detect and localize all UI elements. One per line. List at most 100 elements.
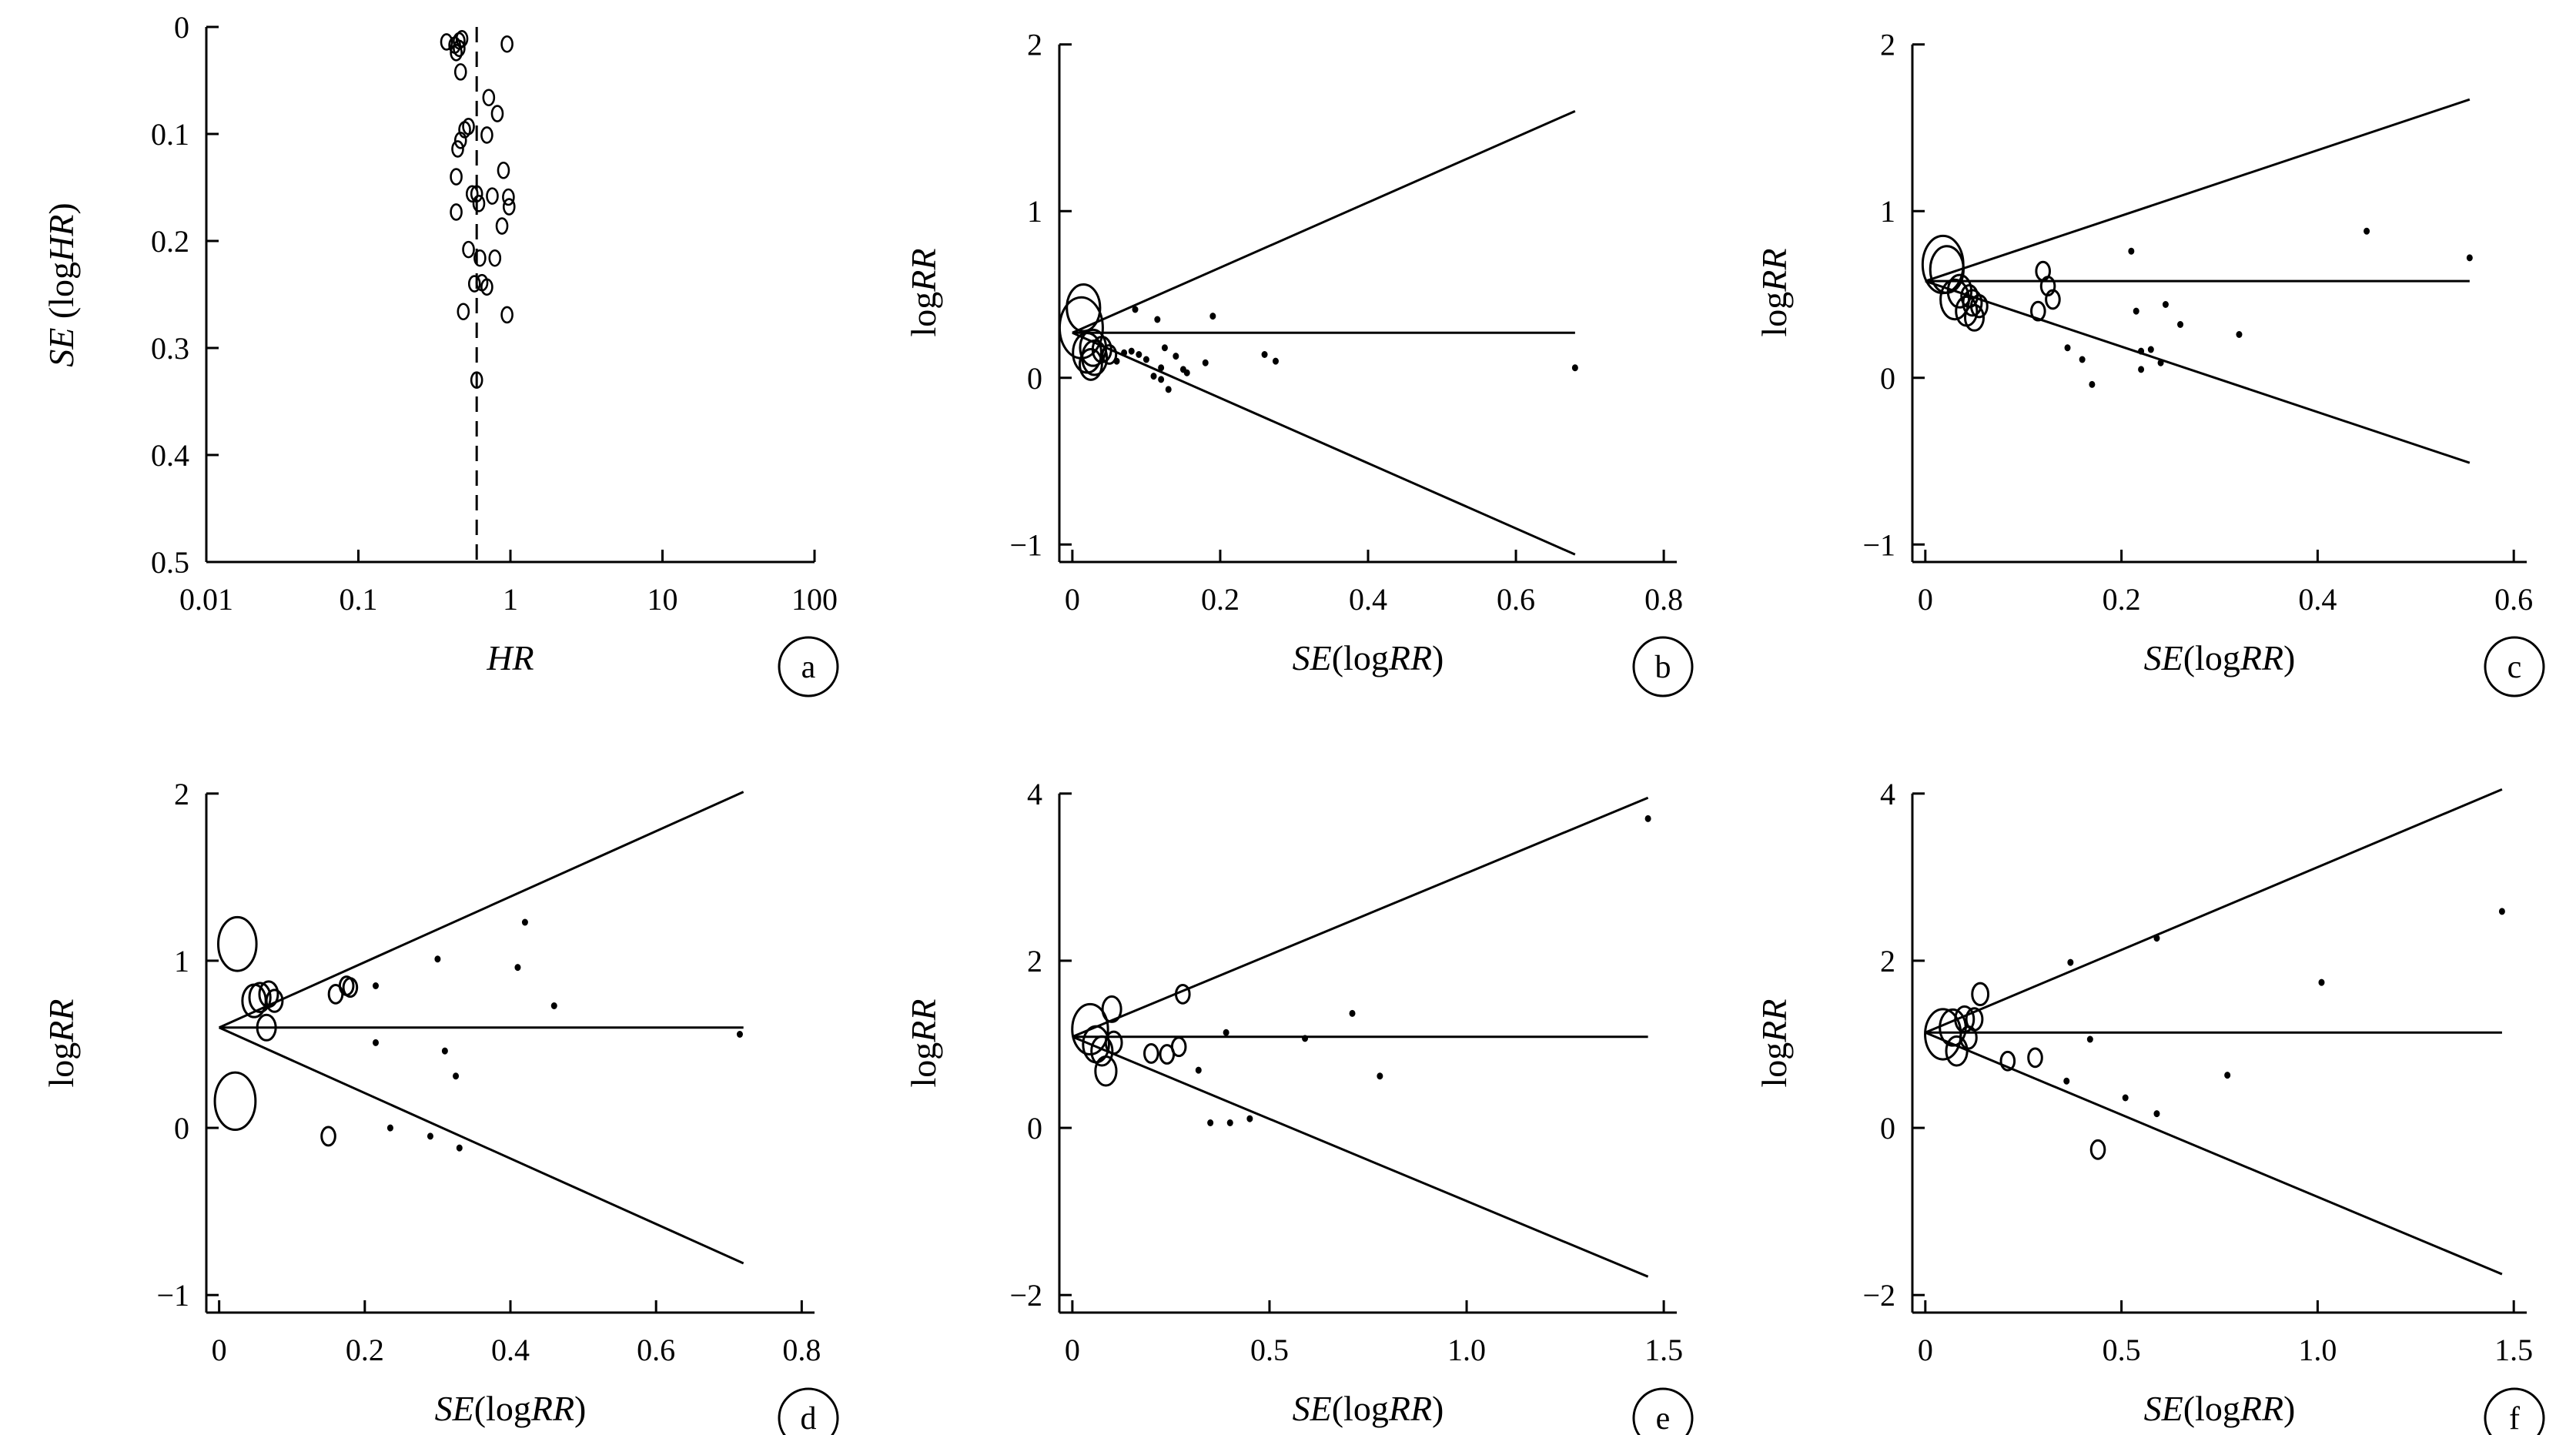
y-tick-label: 1 [1880,194,1895,229]
study-point [450,44,463,62]
study-point [1945,1035,1969,1067]
panel-badge [2484,636,2545,697]
x-tick-label: 0 [1918,582,1933,617]
panel-a: 0.01 0.1 1 10 100 0 0.1 0.2 0.3 0.4 0.5 HR SE (logHR… [42,10,839,697]
y-tick-label: −1 [1009,527,1042,562]
study-point [2138,366,2145,373]
y-tick-label: 0 [174,1111,189,1146]
study-point [486,187,499,205]
study-point [1999,1050,2016,1072]
study-point [480,278,493,296]
study-point [1121,349,1128,356]
study-point [2153,935,2160,942]
study-point [320,1126,336,1147]
study-point [473,249,487,267]
y-tick-label: 0 [1880,361,1895,396]
panel-badge [778,636,839,697]
y-tick-label: 2 [1880,944,1895,978]
x-tick-label: 0.6 [1497,582,1535,617]
x-tick-label: 0.2 [1201,582,1239,617]
x-tick-label: 0 [1065,1333,1080,1367]
study-point [2079,356,2086,363]
panel-badge [1632,636,1694,697]
y-tick-label: 2 [1880,28,1895,62]
study-point [455,29,469,48]
study-point [2045,289,2061,310]
study-point [1158,364,1165,372]
panel-b: 0 0.2 0.4 0.6 0.8 −1 0 1 2 SE(logRR) logRR b [904,28,1694,697]
study-point [488,249,502,267]
panel-letter: e [1656,1401,1671,1435]
study-point [1183,369,1190,376]
study-point [1272,357,1279,365]
study-point [1165,386,1172,393]
panel-badge [778,1387,839,1435]
study-point [500,35,514,53]
study-point [2027,1047,2043,1069]
study-point [450,203,463,221]
study-point [451,140,464,158]
study-point [472,195,486,212]
study-point [502,198,516,216]
x-tick-label: 0.8 [1644,582,1683,617]
study-point [2122,1094,2129,1102]
study-point [490,105,504,122]
study-point [1161,344,1168,352]
funnel-lower-limit [1925,1031,2503,1276]
study-point [470,185,483,203]
study-point [386,1124,393,1132]
y-tick-label: 4 [1027,777,1042,811]
study-point [1150,373,1157,380]
y-tick-label: 1 [1027,194,1042,229]
x-tick-label: 100 [791,582,838,617]
study-point [482,89,496,107]
study-point [1154,316,1161,323]
panel-letter: f [2509,1401,2520,1435]
y-tick-label: 0 [1880,1111,1895,1146]
study-point [1377,1072,1383,1080]
study-point [1195,1066,1202,1074]
y-tick-label: −2 [1862,1278,1895,1313]
x-axis-label: SE(logRR) [1293,1389,1444,1428]
study-point [2157,359,2164,366]
x-axis-label: SE(logRR) [2144,1389,2296,1428]
study-point [453,1072,460,1080]
study-point [256,1013,277,1042]
study-point [2224,1072,2231,1079]
study-point [1960,283,1979,309]
study-point [2089,1139,2106,1160]
x-tick-label: 0.2 [2103,582,2141,617]
study-point [500,306,514,324]
study-point [1113,357,1120,365]
panel-badge [2484,1387,2545,1435]
panel-d: 0 0.2 0.4 0.6 0.8 −1 0 1 2 SE(logRR) logRR d [42,777,839,1435]
study-point [1349,1009,1356,1017]
x-tick-label: 0 [1065,582,1080,617]
study-point [440,33,453,51]
y-tick-label: 0.4 [151,438,189,473]
study-point [441,1047,448,1055]
x-tick-label: 0.6 [637,1333,675,1367]
study-point [1158,376,1165,383]
y-axis-label: logRR [1755,249,1794,337]
x-tick-label: 0.8 [782,1333,821,1367]
panel-f: 0 0.5 1.0 1.5 −2 0 2 4 SE(logRR) logRR f [1755,777,2545,1435]
study-point [467,275,481,293]
panel-c: 0 0.2 0.4 0.6 −1 0 1 2 SE(logRR) logRR c [1755,28,2545,697]
y-tick-label: 2 [174,777,189,811]
study-point [1091,335,1112,363]
panel-letter: b [1655,650,1671,685]
study-point [1143,1043,1159,1064]
x-axis-label: SE(logRR) [1293,638,1444,677]
x-tick-label: 0.4 [1349,582,1387,617]
y-tick-label: 0.1 [151,117,189,152]
x-tick-label: 0.2 [346,1333,384,1367]
study-point [462,240,475,259]
x-tick-label: 0.6 [2494,582,2533,617]
y-tick-label: −1 [156,1278,189,1313]
funnel-lower-limit [1925,279,2471,464]
study-point [1101,344,1118,365]
study-point [1202,359,1209,366]
study-point [434,955,441,963]
